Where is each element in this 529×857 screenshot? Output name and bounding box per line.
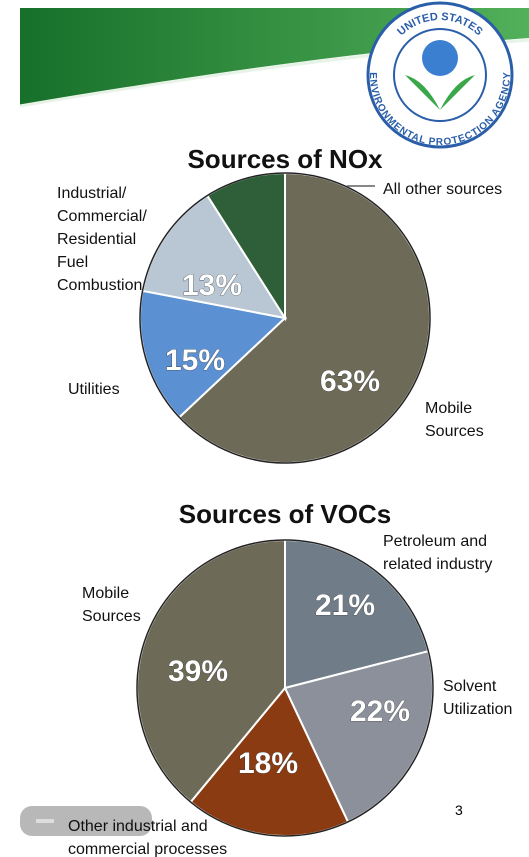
logo-flower <box>405 75 475 110</box>
slide-number: 3 <box>455 802 463 818</box>
value-label: 39% <box>168 655 228 688</box>
value-label: 13% <box>182 269 242 302</box>
slice-label: Utilities <box>68 381 120 398</box>
slice-label: Mobile Sources <box>425 400 484 440</box>
player-controls[interactable] <box>20 806 152 836</box>
slice-label: Other industrial and commercial processe… <box>68 818 228 857</box>
logo-sun <box>422 40 458 76</box>
chart-title: Sources of NOx <box>187 144 383 174</box>
minimize-button[interactable] <box>36 819 54 823</box>
chart-title: Sources of VOCs <box>179 499 391 529</box>
value-label: 63% <box>320 365 380 398</box>
pie-outline <box>139 172 431 464</box>
pie-outline <box>136 539 434 837</box>
slice-label: Petroleum and related industry <box>383 533 493 573</box>
slice-label: All other sources <box>383 181 503 198</box>
slice-label: Mobile Sources <box>82 585 141 625</box>
value-label: 21% <box>315 589 375 622</box>
value-label: 22% <box>350 695 410 728</box>
slice-label: Solvent Utilization <box>443 678 513 718</box>
value-label: 15% <box>165 344 225 377</box>
value-label: 18% <box>238 747 298 780</box>
slice-label: Industrial/ Commercial/ Residential Fuel… <box>57 185 147 294</box>
